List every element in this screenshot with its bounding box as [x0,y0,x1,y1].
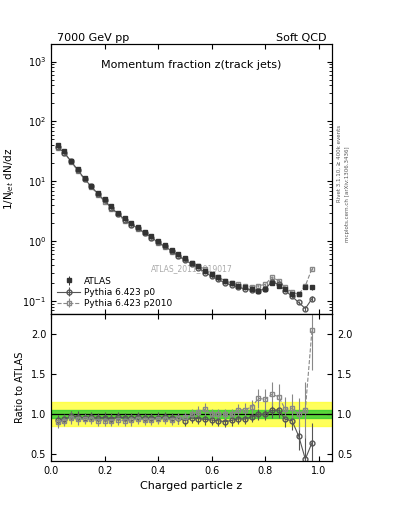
Text: ATLAS_2011_I919017: ATLAS_2011_I919017 [151,264,233,273]
Text: mcplots.cern.ch [arXiv:1306.3436]: mcplots.cern.ch [arXiv:1306.3436] [345,147,350,242]
Text: Soft QCD: Soft QCD [276,33,327,43]
Y-axis label: Ratio to ATLAS: Ratio to ATLAS [15,352,25,423]
Bar [51,402,332,426]
Bar [51,411,332,418]
Legend: ATLAS, Pythia 6.423 p0, Pythia 6.423 p2010: ATLAS, Pythia 6.423 p0, Pythia 6.423 p20… [55,275,174,310]
Y-axis label: 1/N$_{jet}$ dN/dz: 1/N$_{jet}$ dN/dz [2,148,17,210]
Text: Rivet 3.1.10, ≥ 400k events: Rivet 3.1.10, ≥ 400k events [337,125,342,202]
Text: Momentum fraction z(track jets): Momentum fraction z(track jets) [101,60,282,70]
Text: 7000 GeV pp: 7000 GeV pp [57,33,129,43]
X-axis label: Charged particle z: Charged particle z [140,481,243,491]
